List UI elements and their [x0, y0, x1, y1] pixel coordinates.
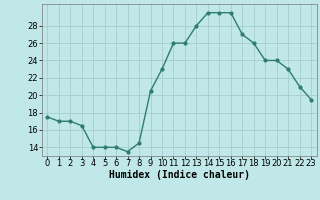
X-axis label: Humidex (Indice chaleur): Humidex (Indice chaleur): [109, 170, 250, 180]
